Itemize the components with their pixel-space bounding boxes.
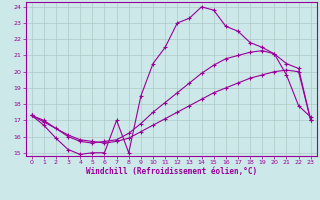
X-axis label: Windchill (Refroidissement éolien,°C): Windchill (Refroidissement éolien,°C) bbox=[86, 167, 257, 176]
